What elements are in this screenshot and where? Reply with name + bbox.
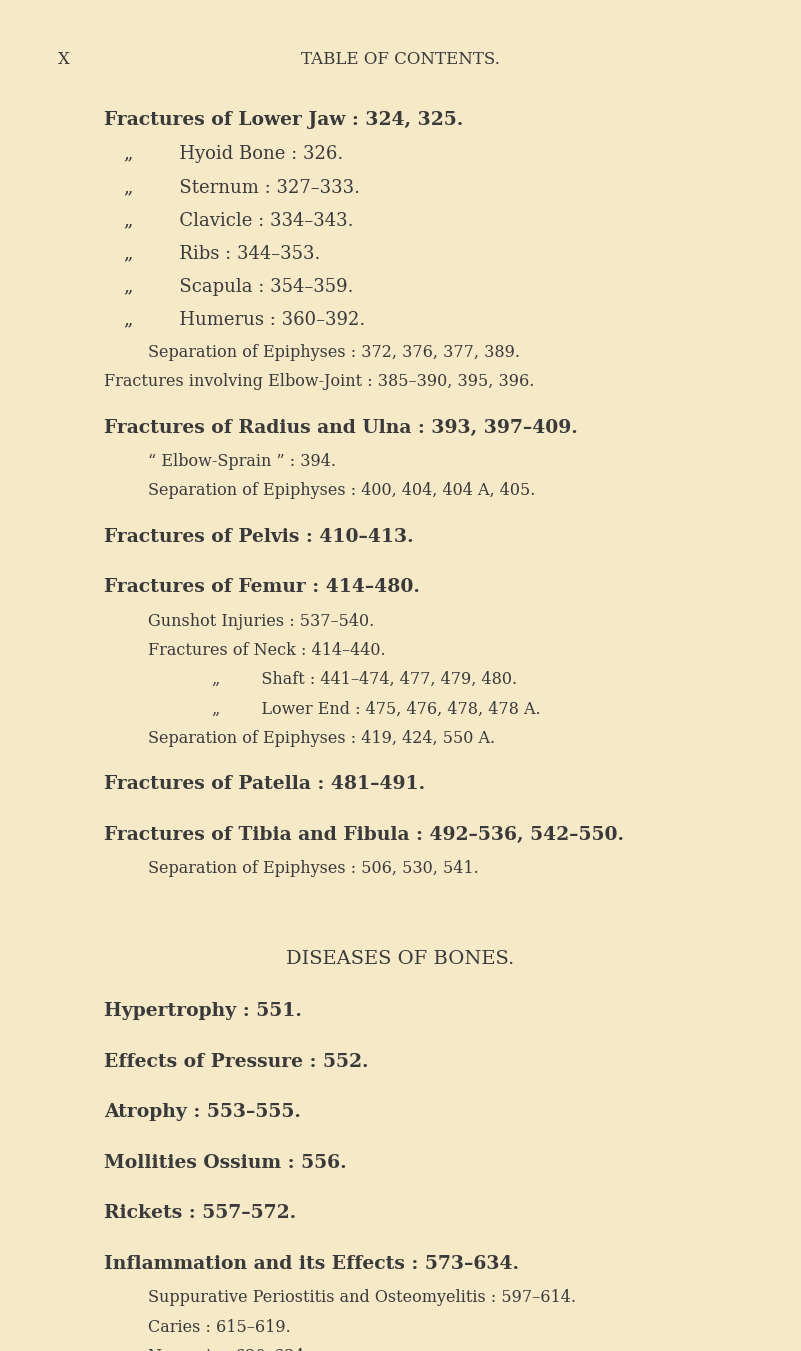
Text: Inflammation and its Effects : 573–634.: Inflammation and its Effects : 573–634.: [104, 1255, 519, 1273]
Text: Rickets : 557–572.: Rickets : 557–572.: [104, 1205, 296, 1223]
Text: TABLE OF CONTENTS.: TABLE OF CONTENTS.: [301, 51, 500, 69]
Text: “ Elbow-Sprain ” : 394.: “ Elbow-Sprain ” : 394.: [148, 453, 336, 470]
Text: Fractures of Lower Jaw : 324, 325.: Fractures of Lower Jaw : 324, 325.: [104, 111, 464, 128]
Text: „        Scapula : 354–359.: „ Scapula : 354–359.: [124, 277, 354, 296]
Text: Fractures of Neck : 414–440.: Fractures of Neck : 414–440.: [148, 642, 386, 659]
Text: Fractures of Pelvis : 410–413.: Fractures of Pelvis : 410–413.: [104, 528, 414, 546]
Text: Effects of Pressure : 552.: Effects of Pressure : 552.: [104, 1052, 368, 1071]
Text: Caries : 615–619.: Caries : 615–619.: [148, 1319, 291, 1336]
Text: Fractures of Tibia and Fibula : 492–536, 542–550.: Fractures of Tibia and Fibula : 492–536,…: [104, 825, 624, 844]
Text: „        Clavicle : 334–343.: „ Clavicle : 334–343.: [124, 211, 354, 230]
Text: Separation of Epiphyses : 372, 376, 377, 389.: Separation of Epiphyses : 372, 376, 377,…: [148, 343, 520, 361]
Text: Fractures involving Elbow-Joint : 385–390, 395, 396.: Fractures involving Elbow-Joint : 385–39…: [104, 373, 534, 390]
Text: „        Lower End : 475, 476, 478, 478 A.: „ Lower End : 475, 476, 478, 478 A.: [212, 700, 541, 717]
Text: Fractures of Femur : 414–480.: Fractures of Femur : 414–480.: [104, 578, 420, 596]
Text: Atrophy : 553–555.: Atrophy : 553–555.: [104, 1104, 301, 1121]
Text: Gunshot Injuries : 537–540.: Gunshot Injuries : 537–540.: [148, 612, 374, 630]
Text: Suppurative Periostitis and Osteomyelitis : 597–614.: Suppurative Periostitis and Osteomyeliti…: [148, 1289, 576, 1306]
Text: Hypertrophy : 551.: Hypertrophy : 551.: [104, 1002, 302, 1020]
Text: DISEASES OF BONES.: DISEASES OF BONES.: [287, 950, 514, 969]
Text: „        Humerus : 360–392.: „ Humerus : 360–392.: [124, 311, 365, 328]
Text: X: X: [58, 51, 70, 69]
Text: Separation of Epiphyses : 419, 424, 550 A.: Separation of Epiphyses : 419, 424, 550 …: [148, 730, 495, 747]
Text: „        Shaft : 441–474, 477, 479, 480.: „ Shaft : 441–474, 477, 479, 480.: [212, 671, 517, 688]
Text: „        Sternum : 327–333.: „ Sternum : 327–333.: [124, 178, 360, 196]
Text: Mollities Ossium : 556.: Mollities Ossium : 556.: [104, 1154, 347, 1171]
Text: „        Ribs : 344–353.: „ Ribs : 344–353.: [124, 245, 320, 262]
Text: Fractures of Radius and Ulna : 393, 397–409.: Fractures of Radius and Ulna : 393, 397–…: [104, 419, 578, 436]
Text: „        Hyoid Bone : 326.: „ Hyoid Bone : 326.: [124, 145, 344, 163]
Text: Separation of Epiphyses : 400, 404, 404 A, 405.: Separation of Epiphyses : 400, 404, 404 …: [148, 482, 536, 499]
Text: Necrosis : 620–634.: Necrosis : 620–634.: [148, 1348, 310, 1351]
Text: Separation of Epiphyses : 506, 530, 541.: Separation of Epiphyses : 506, 530, 541.: [148, 861, 479, 877]
Text: Fractures of Patella : 481–491.: Fractures of Patella : 481–491.: [104, 775, 425, 793]
